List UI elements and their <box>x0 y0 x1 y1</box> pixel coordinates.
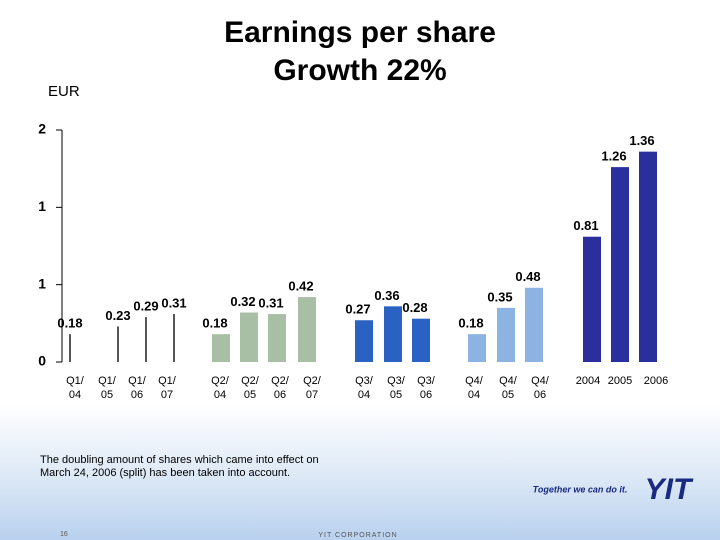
value-label: 0.18 <box>57 316 82 331</box>
note: The doubling amount of shares which came… <box>40 454 319 466</box>
bar <box>384 306 402 362</box>
x-tick-label: Q4/ 06 <box>531 375 549 401</box>
x-tick-label: Q2/ 07 <box>303 375 321 401</box>
value-label: 0.29 <box>133 299 158 314</box>
value-label: 0.18 <box>202 316 227 331</box>
value-label: 1.26 <box>601 149 626 164</box>
footer: YIT CORPORATION <box>318 532 397 539</box>
x-tick-label: Q3/ 06 <box>417 375 435 401</box>
value-label: 0.23 <box>105 308 130 323</box>
bar <box>145 317 147 362</box>
x-tick-label: Q1/ 05 <box>98 375 116 401</box>
y-tick-label: 0 <box>38 353 46 369</box>
value-label: 0.28 <box>402 300 427 315</box>
slogan: Together we can do it. <box>533 484 628 494</box>
chart-title: Earnings per share <box>224 16 496 49</box>
bar <box>212 334 230 362</box>
logo: YIT <box>645 473 694 506</box>
x-tick-label: Q1/ 07 <box>158 375 176 401</box>
value-label: 0.35 <box>487 289 512 304</box>
bar <box>611 167 629 362</box>
x-tick-label: Q1/ 04 <box>66 375 84 401</box>
value-label: 0.36 <box>374 288 399 303</box>
x-tick-label: Q2/ 04 <box>211 375 229 401</box>
value-label: 0.42 <box>288 278 313 293</box>
value-label: 0.81 <box>573 218 598 233</box>
note: March 24, 2006 (split) has been taken in… <box>40 467 290 479</box>
bar <box>117 326 119 362</box>
y-tick-label: 2 <box>38 121 46 137</box>
bar <box>468 334 486 362</box>
x-tick-label: Q4/ 05 <box>499 375 517 401</box>
value-label: 1.36 <box>629 133 654 148</box>
x-tick-label: Q4/ 04 <box>465 375 483 401</box>
x-tick-label: Q2/ 05 <box>241 375 259 401</box>
x-tick-label: 2006 <box>643 375 669 387</box>
x-tick-label: 2004 <box>575 375 601 387</box>
bar <box>173 314 175 362</box>
bar <box>298 297 316 362</box>
bar <box>525 287 543 362</box>
x-tick-label: Q1/ 06 <box>128 375 146 401</box>
x-tick-label: Q3/ 05 <box>387 375 405 401</box>
value-label: 0.31 <box>161 295 186 310</box>
bar <box>412 318 430 362</box>
unit-label: EUR <box>48 83 80 100</box>
bar <box>583 236 601 362</box>
bar <box>639 151 657 362</box>
x-tick-label: Q2/ 06 <box>271 375 289 401</box>
bar <box>268 314 286 362</box>
bar <box>69 334 71 362</box>
value-label: 0.27 <box>345 302 370 317</box>
x-tick-label: Q3/ 04 <box>355 375 373 401</box>
page-number: 16 <box>60 531 68 538</box>
bar <box>355 320 373 362</box>
value-label: 0.32 <box>230 294 255 309</box>
y-tick-label: 1 <box>38 198 46 214</box>
bar <box>497 307 515 362</box>
value-label: 0.31 <box>258 295 283 310</box>
x-tick-label: 2005 <box>607 375 633 387</box>
y-tick-label: 1 <box>38 275 46 291</box>
value-label: 0.18 <box>458 316 483 331</box>
value-label: 0.48 <box>515 269 540 284</box>
bar <box>240 312 258 362</box>
chart-title: Growth 22% <box>273 54 446 87</box>
